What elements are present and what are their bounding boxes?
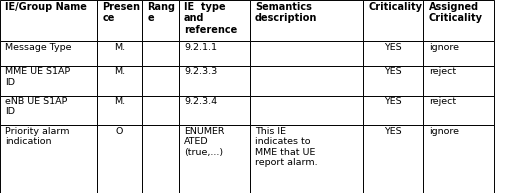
- Bar: [363, 66, 423, 96]
- Bar: [423, 66, 494, 96]
- Text: Priority alarm
indication: Priority alarm indication: [5, 127, 70, 146]
- Bar: [423, 0, 494, 41]
- Bar: [0, 96, 97, 125]
- Text: IE/Group Name: IE/Group Name: [5, 2, 87, 12]
- Bar: [0, 125, 97, 193]
- Text: ignore: ignore: [429, 43, 459, 52]
- Text: eNB UE S1AP
ID: eNB UE S1AP ID: [5, 97, 68, 117]
- Text: Criticality: Criticality: [368, 2, 422, 12]
- Text: This IE
indicates to
MME that UE
report alarm.: This IE indicates to MME that UE report …: [255, 127, 318, 167]
- Bar: [0, 66, 97, 96]
- Bar: [142, 0, 179, 41]
- Text: Semantics
description: Semantics description: [255, 2, 318, 23]
- Bar: [250, 96, 363, 125]
- Text: ENUMER
ATED
(true,...): ENUMER ATED (true,...): [184, 127, 225, 157]
- Bar: [142, 41, 179, 66]
- Bar: [363, 0, 423, 41]
- Bar: [250, 41, 363, 66]
- Bar: [423, 125, 494, 193]
- Bar: [179, 66, 250, 96]
- Bar: [179, 96, 250, 125]
- Bar: [363, 125, 423, 193]
- Bar: [423, 96, 494, 125]
- Text: Presen
ce: Presen ce: [103, 2, 140, 23]
- Bar: [97, 125, 142, 193]
- Bar: [0, 41, 97, 66]
- Bar: [363, 41, 423, 66]
- Bar: [97, 41, 142, 66]
- Text: YES: YES: [385, 67, 402, 76]
- Bar: [179, 0, 250, 41]
- Text: M.: M.: [114, 67, 125, 76]
- Bar: [97, 96, 142, 125]
- Bar: [142, 125, 179, 193]
- Text: YES: YES: [385, 97, 402, 106]
- Bar: [97, 0, 142, 41]
- Text: MME UE S1AP
ID: MME UE S1AP ID: [5, 67, 70, 87]
- Text: O: O: [116, 127, 124, 136]
- Bar: [363, 96, 423, 125]
- Bar: [142, 96, 179, 125]
- Text: Rang
e: Rang e: [147, 2, 175, 23]
- Text: 9.2.3.4: 9.2.3.4: [184, 97, 217, 106]
- Text: Message Type: Message Type: [5, 43, 72, 52]
- Text: reject: reject: [429, 97, 456, 106]
- Bar: [250, 125, 363, 193]
- Bar: [250, 66, 363, 96]
- Bar: [179, 41, 250, 66]
- Bar: [179, 125, 250, 193]
- Text: ignore: ignore: [429, 127, 459, 136]
- Text: M.: M.: [114, 43, 125, 52]
- Text: 9.2.3.3: 9.2.3.3: [184, 67, 217, 76]
- Bar: [0, 0, 97, 41]
- Text: IE  type
and
reference: IE type and reference: [184, 2, 237, 35]
- Text: M.: M.: [114, 97, 125, 106]
- Bar: [142, 66, 179, 96]
- Text: reject: reject: [429, 67, 456, 76]
- Text: YES: YES: [385, 127, 402, 136]
- Text: 9.2.1.1: 9.2.1.1: [184, 43, 217, 52]
- Bar: [250, 0, 363, 41]
- Bar: [423, 41, 494, 66]
- Text: YES: YES: [385, 43, 402, 52]
- Text: Assigned
Criticality: Assigned Criticality: [429, 2, 483, 23]
- Bar: [97, 66, 142, 96]
